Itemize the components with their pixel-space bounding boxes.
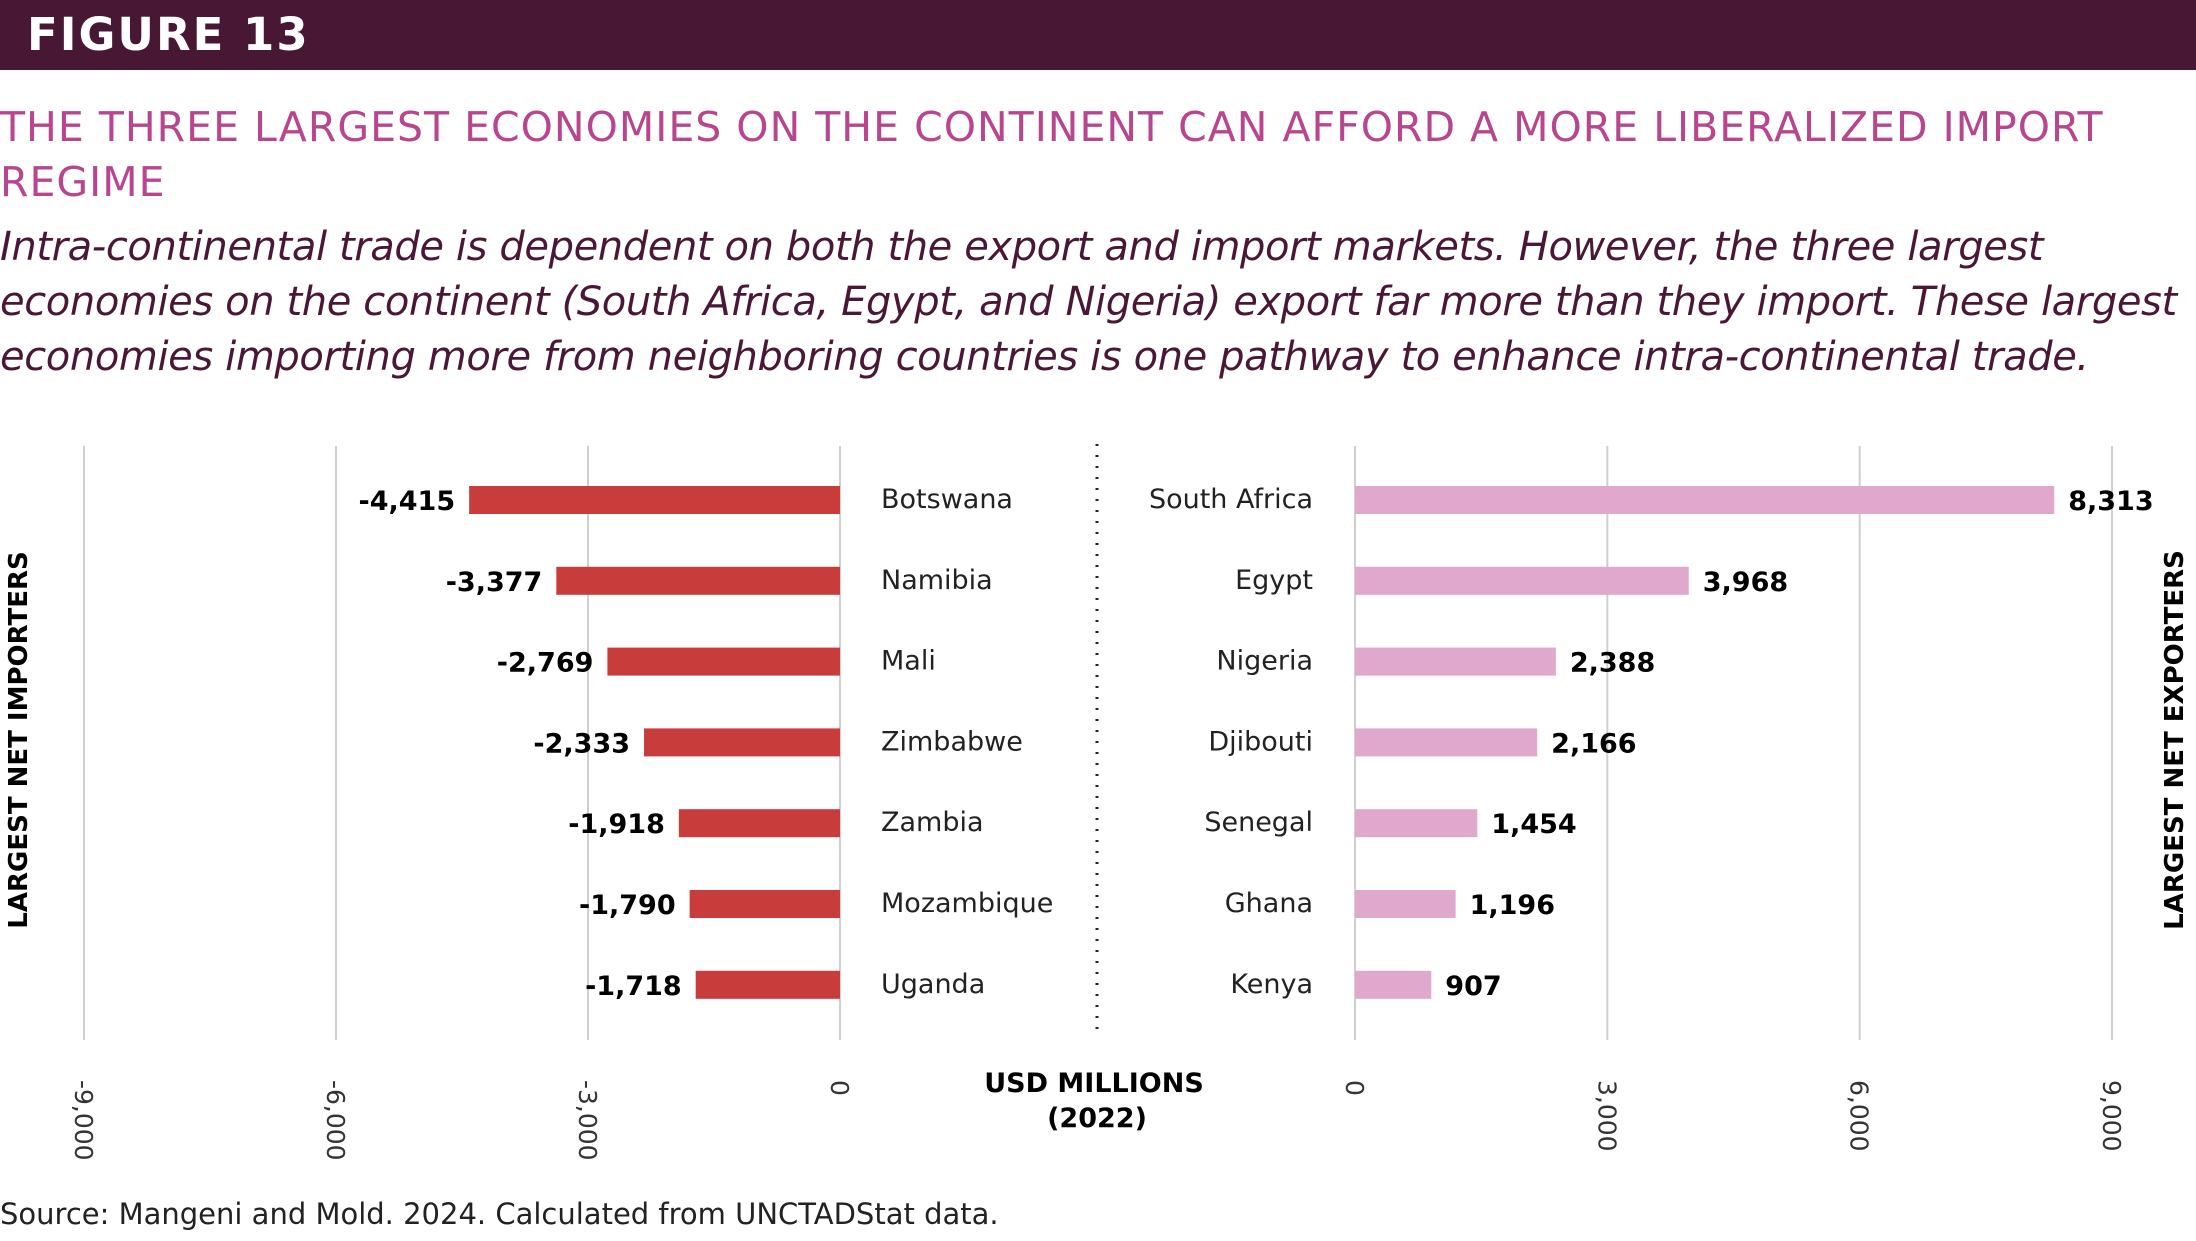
side-label-exporters: LARGEST NET EXPORTERS <box>2160 550 2190 930</box>
importers-category-label: Namibia <box>881 565 993 596</box>
exporters-value-label: 1,454 <box>1491 809 1576 840</box>
importers-value-label: -3,377 <box>446 567 543 598</box>
importers-category-label: Botswana <box>881 484 1013 515</box>
figure-number: FIGURE 13 <box>27 8 310 61</box>
importers-category-label: Mozambique <box>881 888 1053 919</box>
importers-tick-label: -3,000 <box>573 1080 602 1161</box>
figure-lede: Intra-continental trade is dependent on … <box>0 224 2177 380</box>
importers-value-label: -1,918 <box>568 809 665 840</box>
importers-category-label: Uganda <box>881 969 985 1000</box>
exporters-bar <box>1355 566 1689 595</box>
exporters-category-label: Djibouti <box>1208 726 1313 757</box>
exporters-bar <box>1355 486 2055 514</box>
exporters-value-label: 1,196 <box>1470 890 1555 921</box>
importers-value-label: -4,415 <box>359 486 456 517</box>
exporters-bar <box>1355 970 1432 999</box>
importers-bar <box>678 809 840 838</box>
exporters-value-label: 2,166 <box>1551 728 1636 759</box>
exporters-category-label: Nigeria <box>1216 646 1313 677</box>
exporters-category-label: Senegal <box>1204 807 1313 838</box>
importers-tick-label: -9,000 <box>69 1080 98 1161</box>
importers-tick-label: -6,000 <box>321 1080 350 1161</box>
importers-value-label: -2,769 <box>497 648 594 679</box>
net-trade-chart: -9,000 -6,000 -3,000 0 -4,415 Botswana -3,377 N… <box>4 444 2190 1161</box>
importers-bar <box>469 486 840 514</box>
exporters-category-label: Egypt <box>1235 565 1313 596</box>
importers-bar <box>556 566 840 595</box>
importers-bar <box>607 647 840 676</box>
source-note: Source: Mangeni and Mold. 2024. Calculat… <box>0 1197 999 1231</box>
labels: -9,000 -6,000 -3,000 0 -4,415 Botswana -3,377 N… <box>69 484 2154 1161</box>
exporters-value-label: 8,313 <box>2068 486 2153 517</box>
importers-category-label: Zambia <box>881 807 984 838</box>
importers-bar <box>695 970 840 999</box>
exporters-bar <box>1355 728 1538 757</box>
exporters-value-label: 907 <box>1445 971 1501 1002</box>
importers-value-label: -1,718 <box>585 971 682 1002</box>
importers-value-label: -2,333 <box>533 728 630 759</box>
unit-label-line2: (2022) <box>1047 1103 1147 1134</box>
importers-bar <box>689 890 840 918</box>
unit-label-line1: USD MILLIONS <box>984 1068 1204 1099</box>
exporters-value-label: 3,968 <box>1703 567 1788 598</box>
importers-category-label: Mali <box>881 646 936 677</box>
importers-category-label: Zimbabwe <box>881 726 1023 757</box>
exporters-bar <box>1355 647 1556 676</box>
exporters-value-label: 2,388 <box>1570 648 1655 679</box>
exporters-category-label: South Africa <box>1149 484 1313 515</box>
importers-bar <box>644 728 840 757</box>
side-label-importers: LARGEST NET IMPORTERS <box>4 551 34 928</box>
exporters-category-label: Kenya <box>1230 969 1313 1000</box>
exporters-bar <box>1355 809 1478 838</box>
importers-value-label: -1,790 <box>579 890 676 921</box>
exporters-bar <box>1355 890 1456 918</box>
exporters-tick-label: 3,000 <box>1592 1080 1621 1152</box>
importers-tick-label: 0 <box>825 1080 854 1096</box>
exporters-tick-label: 9,000 <box>2097 1080 2126 1152</box>
figure-headline: THE THREE LARGEST ECONOMIES ON THE CONTI… <box>0 103 2104 206</box>
figure-banner: FIGURE 13 <box>0 0 2196 70</box>
bars <box>469 486 2055 999</box>
exporters-tick-label: 6,000 <box>1845 1080 1874 1152</box>
exporters-category-label: Ghana <box>1225 888 1313 919</box>
exporters-tick-label: 0 <box>1340 1080 1369 1096</box>
